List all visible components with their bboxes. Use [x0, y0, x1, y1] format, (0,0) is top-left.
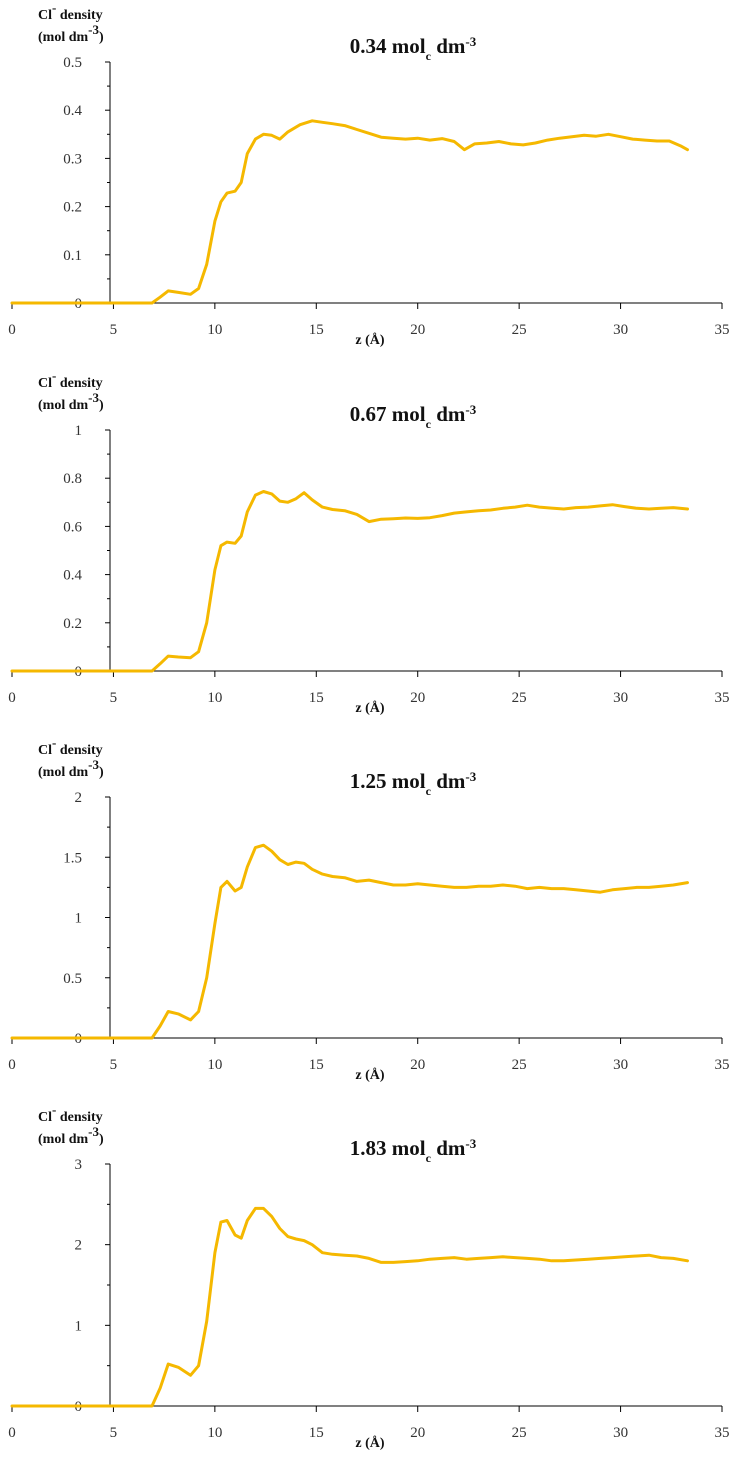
y-tick-label: 0.5 [63, 55, 82, 71]
y-axis-label: Cl- density [38, 368, 103, 392]
y-tick-label: 0.6 [63, 519, 82, 535]
x-tick-label: 5 [110, 1425, 118, 1441]
x-tick-label: 20 [410, 690, 425, 706]
y-tick-label: 1.5 [63, 850, 82, 866]
y-tick-label: 0.3 [63, 151, 82, 167]
x-tick-label: 10 [207, 690, 222, 706]
x-tick-label: 15 [309, 1425, 324, 1441]
y-axis-label-units: (mol dm-3) [38, 22, 104, 46]
y-tick-label: 0.5 [63, 971, 82, 987]
x-tick-label: 25 [512, 1425, 527, 1441]
x-axis-label: z (Å) [355, 1067, 384, 1083]
x-tick-label: 15 [309, 1057, 324, 1073]
chart-title: 1.83 molc dm-3 [350, 1136, 477, 1166]
y-tick-label: 3 [75, 1157, 83, 1173]
series-line [10, 843, 689, 1040]
y-axis-label-units: (mol dm-3) [38, 1124, 104, 1148]
chart-title: 0.67 molc dm-3 [350, 402, 477, 432]
x-tick-label: 25 [512, 322, 527, 338]
x-tick-label: 5 [110, 1057, 118, 1073]
x-tick-label: 30 [613, 1425, 628, 1441]
x-tick-label: 35 [715, 1057, 730, 1073]
y-tick-label: 1 [75, 1318, 83, 1334]
y-tick-label: 1 [75, 911, 83, 927]
x-tick-label: 0 [8, 1057, 16, 1073]
y-axis-label-units: (mol dm-3) [38, 757, 104, 781]
x-tick-label: 25 [512, 690, 527, 706]
x-tick-label: 25 [512, 1057, 527, 1073]
x-tick-label: 10 [207, 322, 222, 338]
y-axis-label: Cl- density [38, 0, 103, 23]
x-tick-label: 10 [207, 1425, 222, 1441]
y-tick-label: 0.1 [63, 248, 82, 264]
x-tick-label: 0 [8, 322, 16, 338]
y-tick-label: 0.2 [63, 616, 82, 632]
x-tick-label: 30 [613, 322, 628, 338]
x-tick-label: 35 [715, 1425, 730, 1441]
chart-title: 1.25 molc dm-3 [350, 769, 477, 799]
x-tick-label: 20 [410, 322, 425, 338]
x-tick-label: 15 [309, 690, 324, 706]
x-tick-label: 20 [410, 1425, 425, 1441]
series-line [10, 1206, 689, 1408]
series-line [10, 119, 689, 305]
x-axis-label: z (Å) [355, 332, 384, 348]
x-tick-label: 15 [309, 322, 324, 338]
y-tick-label: 0.2 [63, 200, 82, 216]
y-tick-label: 0.4 [63, 103, 82, 119]
x-tick-label: 5 [110, 690, 118, 706]
y-axis-label: Cl- density [38, 1102, 103, 1126]
x-tick-label: 30 [613, 690, 628, 706]
x-tick-label: 35 [715, 690, 730, 706]
y-tick-label: 1 [75, 423, 83, 439]
y-tick-label: 0.4 [63, 568, 82, 584]
x-tick-label: 0 [8, 690, 16, 706]
series-line [10, 490, 689, 673]
y-axis-label: Cl- density [38, 735, 103, 759]
x-tick-label: 5 [110, 322, 118, 338]
x-tick-label: 0 [8, 1425, 16, 1441]
x-tick-label: 10 [207, 1057, 222, 1073]
chart-title: 0.34 molc dm-3 [350, 34, 477, 64]
y-axis-label-units: (mol dm-3) [38, 390, 104, 414]
x-tick-label: 30 [613, 1057, 628, 1073]
x-axis-label: z (Å) [355, 700, 384, 716]
x-tick-label: 35 [715, 322, 730, 338]
y-tick-label: 2 [75, 1238, 83, 1254]
y-tick-label: 2 [75, 790, 83, 806]
x-tick-label: 20 [410, 1057, 425, 1073]
y-tick-label: 0.8 [63, 471, 82, 487]
x-axis-label: z (Å) [355, 1435, 384, 1451]
